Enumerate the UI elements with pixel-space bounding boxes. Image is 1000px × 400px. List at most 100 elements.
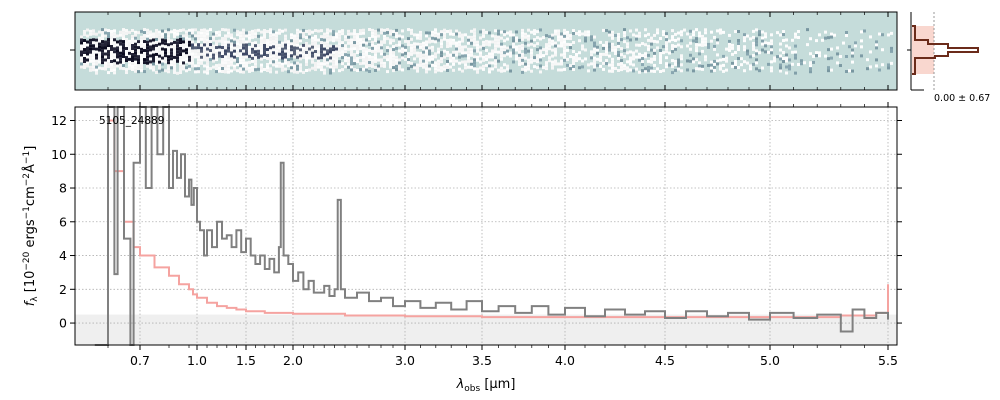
spectrum-2d-pixel [161, 29, 164, 33]
spectrum-2d-pixel [305, 56, 308, 60]
spectrum-2d-pixel [188, 49, 191, 53]
spectrum-2d-pixel [347, 65, 350, 69]
spectrum-2d-pixel [494, 35, 497, 39]
spectrum-2d-pixel [728, 42, 731, 46]
spectrum-2d-pixel [842, 41, 845, 45]
spectrum-2d-pixel [563, 67, 566, 71]
spectrum-2d-pixel [248, 36, 251, 40]
spectrum-2d-pixel [116, 58, 119, 62]
spectrum-2d-pixel [236, 39, 239, 43]
spectrum-2d-pixel [530, 69, 533, 73]
spectrum-2d-pixel [155, 49, 158, 53]
spectrum-2d-pixel [809, 37, 812, 41]
spectrum-2d-pixel [608, 33, 611, 37]
spectrum-2d-pixel [287, 52, 290, 56]
spectrum-2d-pixel [170, 63, 173, 67]
spectrum-2d-pixel [332, 48, 335, 52]
spectrum-2d-pixel [317, 47, 320, 51]
spectrum-2d-pixel [104, 40, 107, 44]
spectrum-2d-pixel [296, 40, 299, 44]
spectrum-2d-pixel [617, 50, 620, 54]
spectrum-2d-pixel [353, 56, 356, 60]
spectrum-2d-pixel [350, 41, 353, 45]
spectrum-2d-pixel [590, 53, 593, 57]
spectrum-2d-pixel [635, 37, 638, 41]
spectrum-2d-pixel [251, 32, 254, 36]
spectrum-2d-pixel [164, 51, 167, 55]
spectrum-2d-pixel [398, 67, 401, 71]
spectrum-2d-pixel [365, 56, 368, 60]
spectrum-2d-pixel [200, 28, 203, 32]
spectrum-2d-pixel [143, 37, 146, 41]
spectrum-2d-pixel [473, 40, 476, 44]
spectrum-2d-pixel [143, 70, 146, 74]
spectrum-2d-pixel [713, 35, 716, 39]
spectrum-2d-pixel [152, 53, 155, 57]
spectrum-2d-pixel [314, 62, 317, 66]
spectrum-2d-pixel [476, 58, 479, 62]
spectrum-2d-pixel [104, 28, 107, 32]
spectrum-2d-pixel [581, 44, 584, 48]
spectrum-2d-pixel [617, 38, 620, 42]
spectrum-2d-pixel [158, 42, 161, 46]
spectrum-2d-pixel [437, 68, 440, 72]
spectrum-2d-pixel [581, 32, 584, 36]
spectrum-2d-pixel [392, 66, 395, 70]
spectrum-2d-pixel [263, 67, 266, 71]
spectrum-2d-pixel [626, 42, 629, 46]
spectrum-2d-pixel [200, 55, 203, 59]
spectrum-2d-pixel [623, 49, 626, 53]
spectrum-2d-pixel [341, 29, 344, 33]
spectrum-2d-pixel [383, 28, 386, 32]
spectrum-2d-pixel [434, 40, 437, 44]
spectrum-2d-pixel [173, 43, 176, 47]
spectrum-2d-pixel [485, 54, 488, 58]
spectrum-2d-pixel [248, 33, 251, 37]
spectrum-2d-pixel [875, 58, 878, 62]
spectrum-2d-pixel [200, 58, 203, 62]
spectrum-2d-pixel [563, 28, 566, 32]
spectrum-2d-pixel [158, 51, 161, 55]
spectrum-2d-pixel [329, 38, 332, 42]
spectrum-2d-pixel [488, 31, 491, 35]
spectrum-2d-pixel [323, 35, 326, 39]
spectrum-2d-pixel [257, 34, 260, 38]
spectrum-2d-pixel [689, 29, 692, 33]
spectrum-2d-pixel [170, 57, 173, 61]
spectrum-2d-pixel [407, 37, 410, 41]
spectrum-2d-pixel [431, 57, 434, 61]
spectrum-2d-pixel [374, 56, 377, 60]
profile-x-tick-label: 0.00 ± 0.67 [934, 93, 990, 104]
spectrum-2d-pixel [215, 52, 218, 56]
spectrum-2d-pixel [437, 32, 440, 36]
spectrum-2d-pixel [467, 50, 470, 54]
spectrum-2d-pixel [185, 54, 188, 58]
error-band [75, 314, 897, 345]
spectrum-2d-pixel [611, 30, 614, 34]
spectrum-2d-pixel [284, 67, 287, 71]
spectrum-2d-pixel [164, 36, 167, 40]
spectrum-2d-pixel [395, 43, 398, 47]
spectrum-2d-pixel [155, 61, 158, 65]
spectrum-2d-pixel [509, 33, 512, 37]
spectrum-2d-pixel [275, 64, 278, 68]
spectrum-2d-pixel [275, 58, 278, 62]
spectrum-2d-pixel [209, 49, 212, 53]
spectrum-2d-pixel [836, 61, 839, 65]
spectrum-2d-pixel [191, 64, 194, 68]
spectrum-2d-pixel [611, 69, 614, 73]
spectrum-2d-pixel [494, 62, 497, 66]
spectrum-2d-pixel [92, 32, 95, 36]
spectrum-2d-pixel [146, 52, 149, 56]
spectrum-2d-pixel [110, 38, 113, 42]
spectrum-2d-pixel [95, 62, 98, 66]
spectrum-2d-pixel [140, 44, 143, 48]
spectrum-2d-pixel [245, 61, 248, 65]
spectrum-2d-pixel [524, 50, 527, 54]
spectrum-2d-pixel [362, 43, 365, 47]
spectrum-2d-pixel [392, 51, 395, 55]
spectrum-2d-pixel [98, 57, 101, 61]
spectrum-2d-pixel [650, 42, 653, 46]
spectrum-2d-pixel [611, 63, 614, 67]
spectrum-2d-pixel [368, 49, 371, 53]
